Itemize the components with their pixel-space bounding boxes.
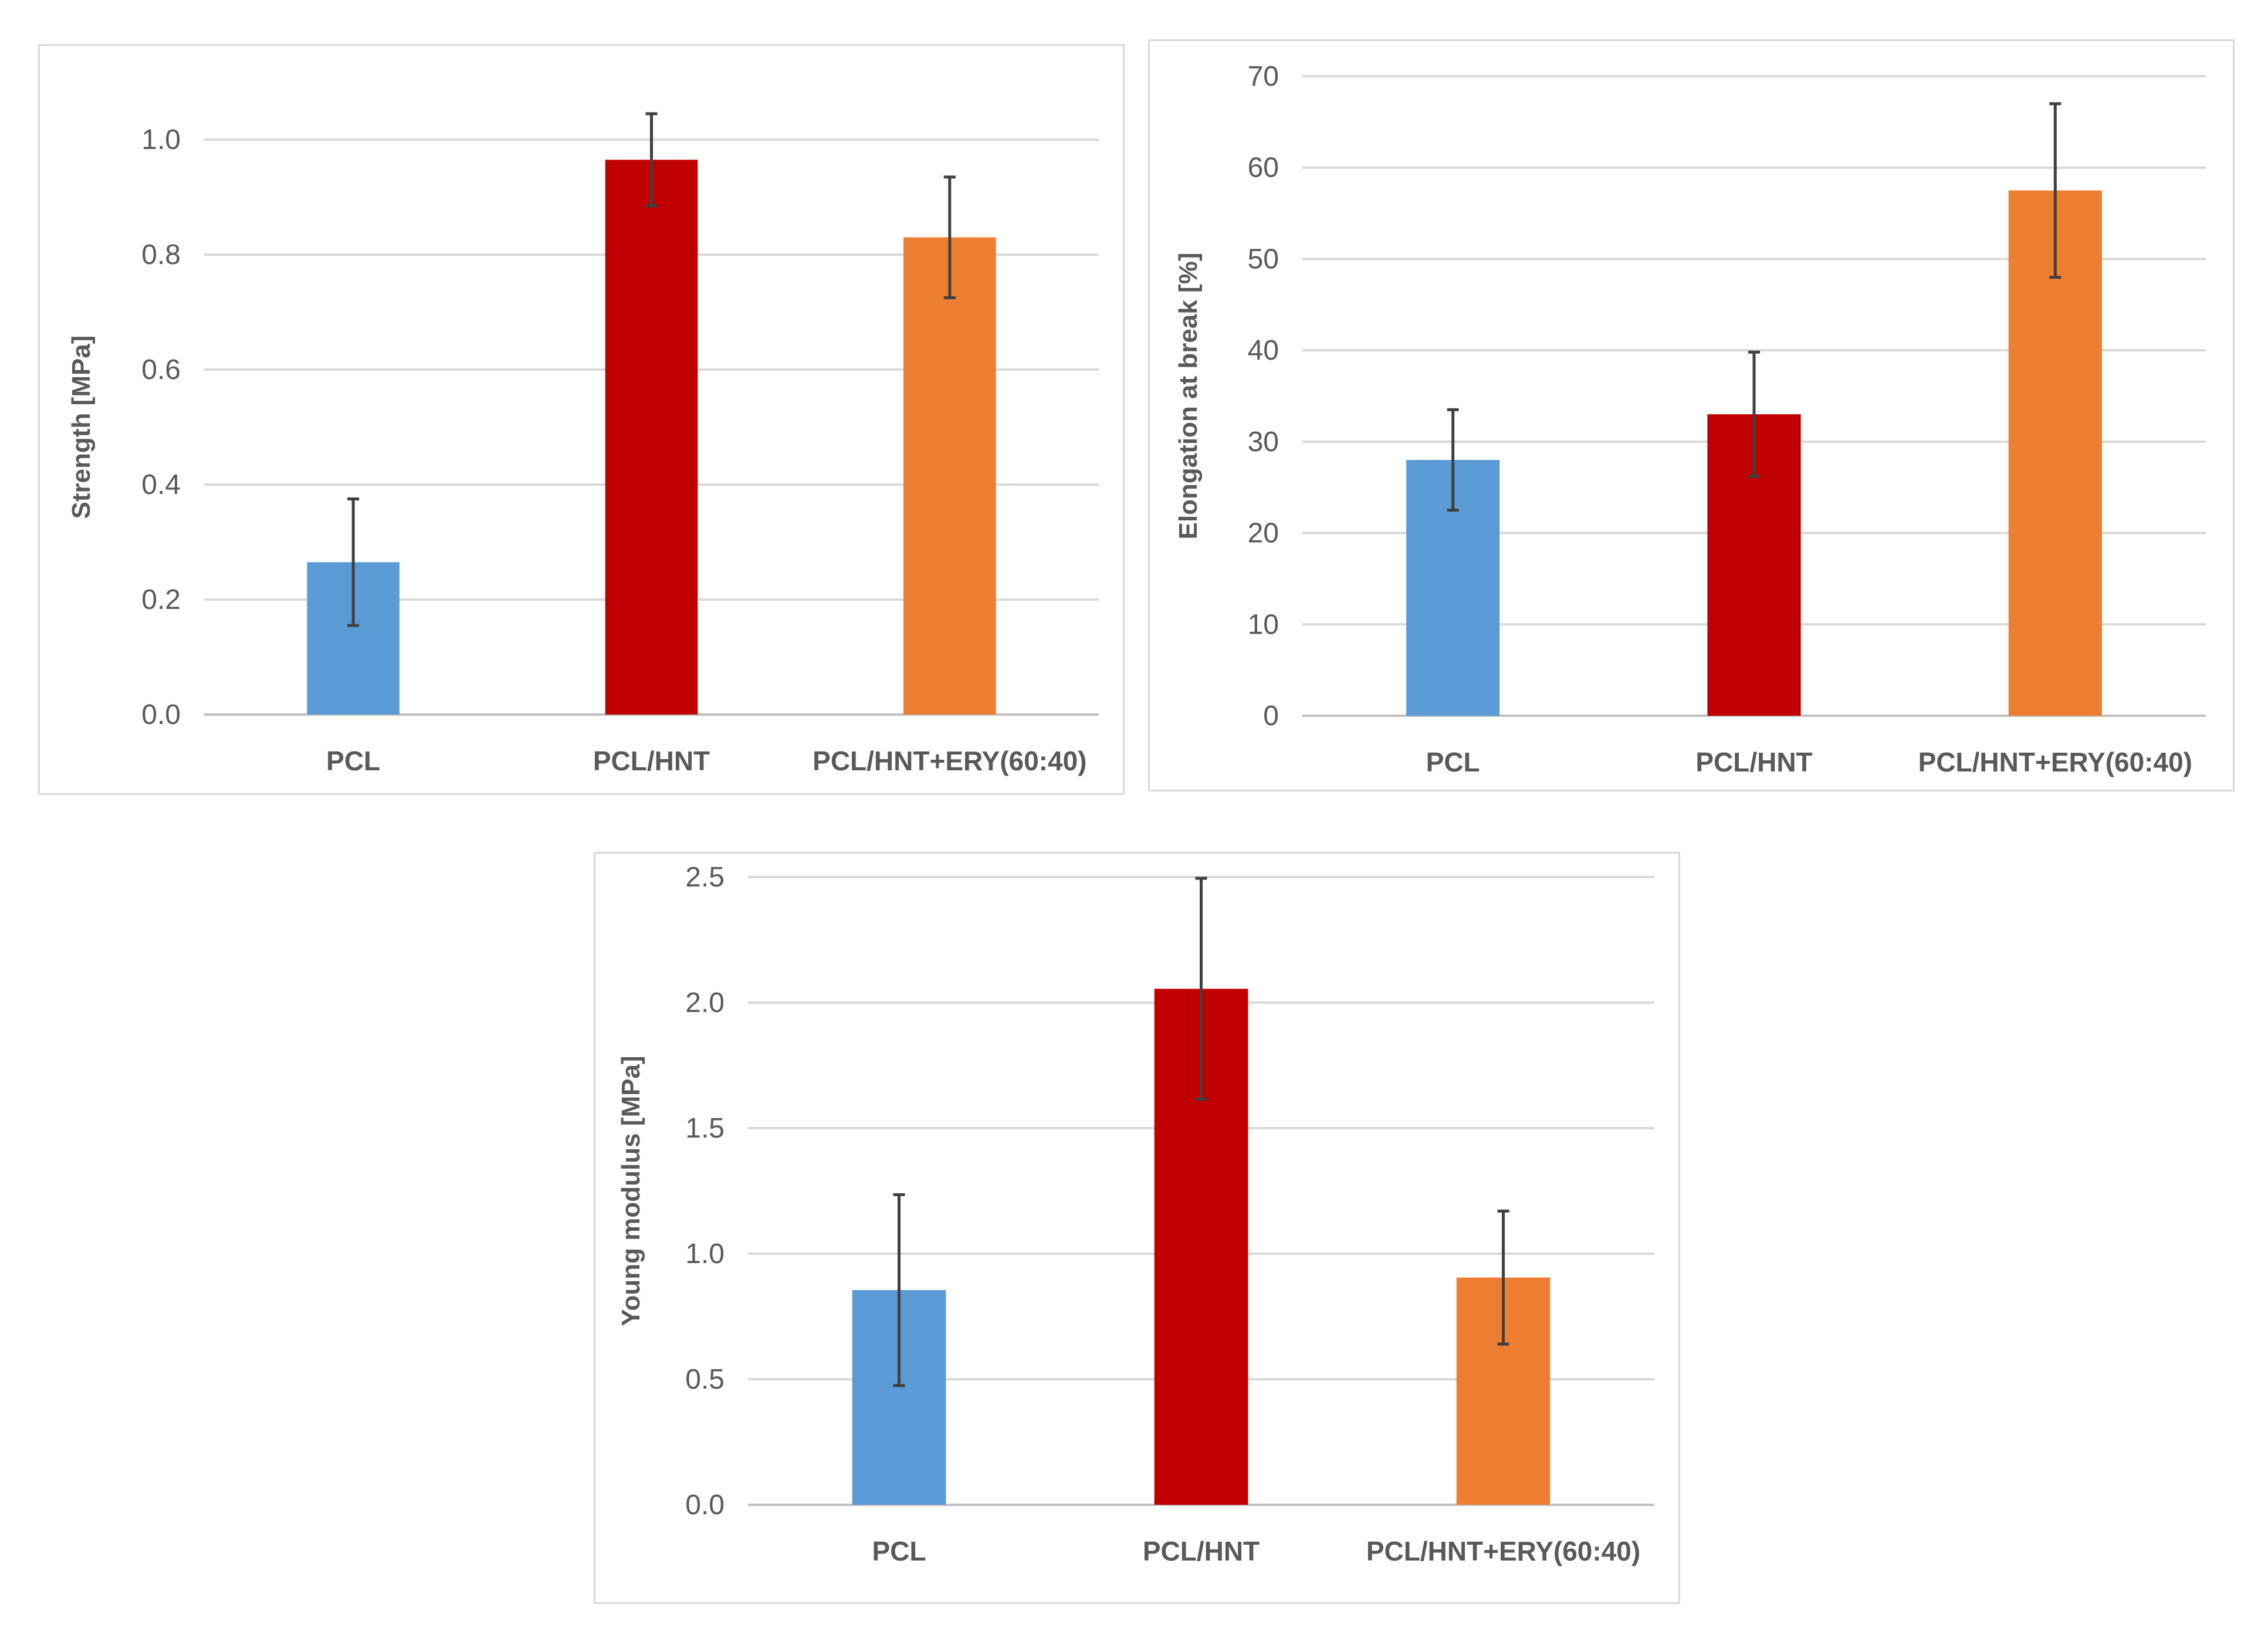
y-tick-label: 0.2 [141, 584, 181, 615]
x-category-label: PCL/HNT+ERY(60:40) [1918, 747, 2192, 777]
y-tick-label: 40 [1248, 335, 1279, 366]
y-tick-label: 1.5 [685, 1113, 725, 1144]
young-modulus-chart: 0.0 0.5 1.0 1.5 2.0 2.5 PCL PCL/HNT PCL/HNT+ERY(… [617, 862, 1654, 1566]
x-category-label: PCL/HNT [593, 746, 710, 776]
y-axis-label: Young modulus [MPa] [617, 1055, 645, 1326]
error-bar [1195, 876, 1207, 1101]
bar-pcl-hnt-ery-60-40 [903, 237, 996, 715]
y-tick-label: 0.8 [141, 239, 181, 270]
error-bar [943, 175, 956, 299]
bar-pcl-hnt [605, 160, 698, 715]
x-category-label: PCL/HNT [1143, 1536, 1260, 1566]
x-category-label: PCL/HNT+ERY(60:40) [1366, 1536, 1640, 1566]
young-modulus-chart-panel: 0.0 0.5 1.0 1.5 2.0 2.5 PCL PCL/HNT PCL/HNT+ERY(… [594, 852, 1680, 1604]
x-category-label: PCL/HNT+ERY(60:40) [813, 746, 1086, 776]
error-bar [893, 1193, 905, 1387]
elongation-chart-panel: 0 10 20 30 40 50 60 70 PCL PCL/HNT PCL/HNT+ERY(60:… [1148, 39, 2235, 791]
y-axis-label: Strength [MPa] [67, 336, 96, 519]
strength-chart-panel: 0.0 0.2 0.4 0.6 0.8 1.0 PCL PCL/HNT PCL/HNT+ERY(… [38, 44, 1125, 795]
y-tick-label: 10 [1248, 609, 1279, 640]
x-category-label: PCL/HNT [1695, 747, 1812, 777]
elongation-chart: 0 10 20 30 40 50 60 70 PCL PCL/HNT PCL/HNT+ERY(60:… [1174, 61, 2206, 777]
y-tick-label: 30 [1248, 427, 1279, 458]
y-tick-label: 0 [1263, 700, 1279, 732]
y-tick-label: 50 [1248, 243, 1279, 275]
y-tick-label: 0.4 [141, 469, 181, 500]
y-tick-label: 2.0 [685, 987, 725, 1018]
y-tick-label: 1.0 [141, 124, 181, 155]
error-bar [347, 497, 360, 627]
y-axis-label: Elongation at break [%] [1174, 253, 1203, 540]
error-bar [1748, 350, 1760, 478]
y-tick-label: 70 [1248, 61, 1279, 92]
error-bar [2049, 102, 2061, 279]
y-tick-label: 60 [1248, 153, 1279, 184]
y-tick-label: 0.5 [685, 1364, 725, 1395]
x-category-label: PCL [872, 1536, 926, 1566]
error-bar [645, 112, 658, 208]
y-tick-label: 2.5 [685, 862, 725, 893]
x-category-label: PCL [1426, 747, 1480, 777]
y-tick-label: 0.0 [141, 699, 181, 730]
x-category-label: PCL [326, 746, 380, 776]
y-tick-label: 0.0 [685, 1490, 725, 1521]
y-tick-label: 1.0 [685, 1238, 725, 1270]
strength-chart: 0.0 0.2 0.4 0.6 0.8 1.0 PCL PCL/HNT PCL/HNT+ERY(… [67, 112, 1099, 776]
error-bar [1447, 408, 1459, 512]
y-tick-label: 20 [1248, 518, 1279, 549]
y-tick-label: 0.6 [141, 354, 181, 385]
error-bar [1497, 1209, 1509, 1346]
